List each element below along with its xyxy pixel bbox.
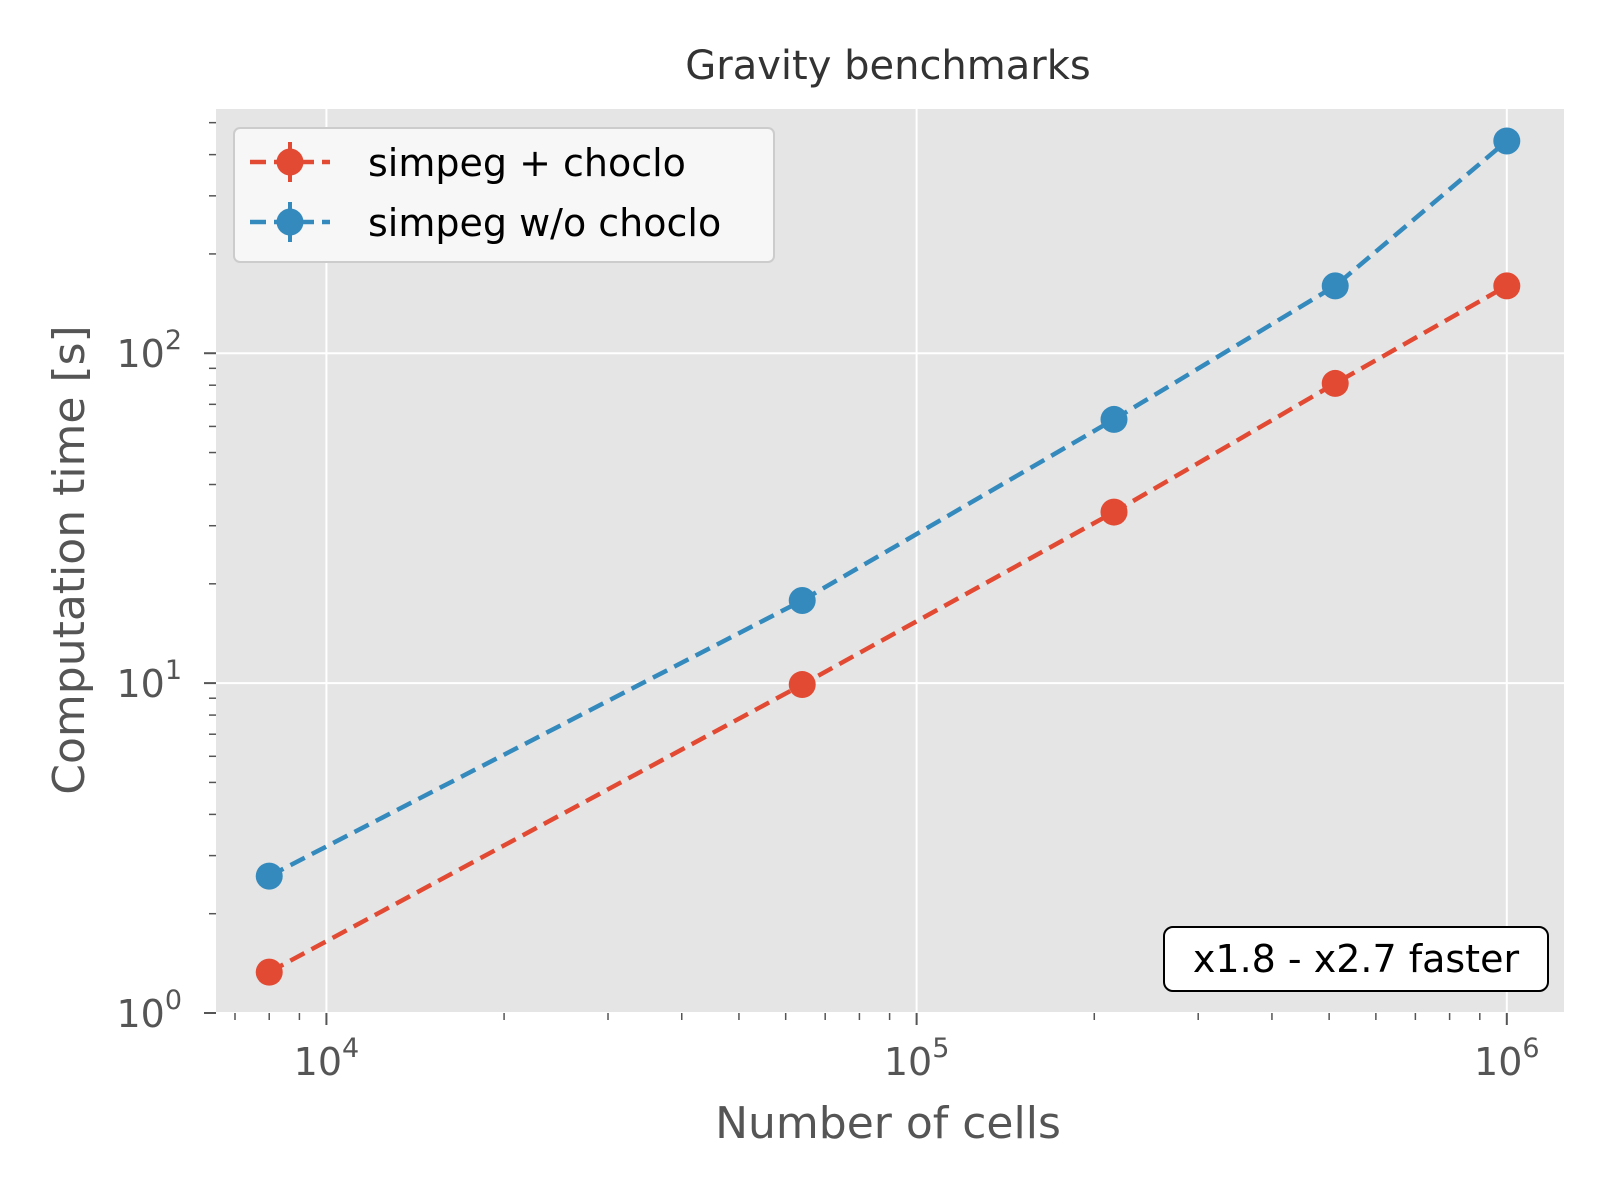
- series-layer: [255, 127, 1521, 986]
- legend: simpeg + choclo simpeg w/o choclo: [233, 127, 775, 263]
- data-point: [788, 671, 816, 699]
- data-point: [1493, 127, 1521, 155]
- y-tick-label: 101: [116, 655, 182, 706]
- legend-marker: [276, 208, 304, 236]
- data-point: [1493, 272, 1521, 300]
- data-point: [1100, 498, 1128, 526]
- legend-marker: [276, 148, 304, 176]
- ticks: 104 105 106 100 101 102: [116, 121, 1540, 1084]
- x-tick-label: 104: [294, 1033, 360, 1084]
- y-axis-label: Computation time [s]: [44, 325, 95, 794]
- data-point: [255, 958, 283, 986]
- y-tick-label: 100: [116, 985, 182, 1036]
- chart-title: Gravity benchmarks: [685, 43, 1090, 89]
- data-point: [1321, 369, 1349, 397]
- x-tick-label: 106: [1474, 1033, 1540, 1084]
- data-point: [1321, 272, 1349, 300]
- legend-box: [233, 127, 775, 263]
- series-0: [255, 272, 1521, 986]
- data-point: [255, 862, 283, 890]
- series-1: [255, 127, 1521, 890]
- legend-entry: simpeg + choclo: [250, 141, 686, 185]
- y-tick-label: 102: [116, 325, 182, 376]
- x-axis-label: Number of cells: [715, 1098, 1061, 1149]
- data-point: [1100, 405, 1128, 433]
- legend-entry: simpeg w/o choclo: [250, 201, 721, 245]
- annotation-frame: [1163, 926, 1549, 992]
- annotation-box: x1.8 - x2.7 faster: [1163, 926, 1549, 992]
- legend-label: simpeg w/o choclo: [368, 201, 721, 245]
- legend-label: simpeg + choclo: [368, 141, 686, 185]
- x-tick-label: 105: [884, 1033, 950, 1084]
- legend-entries: simpeg + choclo simpeg w/o choclo: [250, 141, 721, 245]
- annotation-text: x1.8 - x2.7 faster: [1193, 937, 1520, 981]
- data-point: [788, 587, 816, 615]
